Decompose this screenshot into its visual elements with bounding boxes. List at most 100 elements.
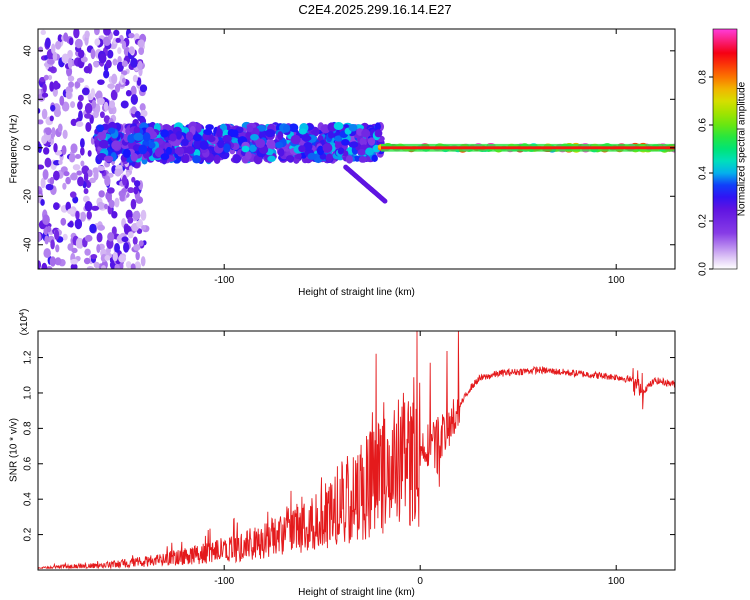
heatmap-cell bbox=[94, 92, 102, 99]
heatmap-cell bbox=[61, 53, 70, 64]
heatmap-cell bbox=[53, 202, 60, 210]
heatmap-cell bbox=[45, 127, 52, 136]
heatmap-cell bbox=[301, 135, 312, 142]
heatmap-cell bbox=[78, 110, 83, 122]
y-multiplier-close: ) bbox=[19, 309, 30, 312]
heatmap-cell bbox=[74, 81, 81, 89]
heatmap-cell bbox=[76, 170, 83, 176]
heatmap-cell bbox=[104, 175, 111, 187]
heatmap-cell bbox=[70, 263, 78, 269]
heatmap-cell bbox=[285, 155, 295, 162]
heatmap-cell bbox=[205, 124, 214, 131]
heatmap-cell bbox=[165, 146, 172, 155]
y-tick-label: 20 bbox=[23, 93, 34, 105]
heatmap-cell bbox=[50, 239, 55, 250]
heatmap-cell bbox=[141, 225, 147, 231]
heatmap-cell bbox=[59, 95, 65, 106]
heatmap-cell bbox=[107, 232, 115, 242]
heatmap-cell bbox=[94, 29, 100, 36]
heatmap-cell bbox=[71, 247, 78, 254]
heatmap-cell bbox=[41, 262, 48, 269]
heatmap-cell bbox=[86, 210, 92, 220]
heatmap-cell bbox=[358, 156, 368, 163]
heatmap-cell bbox=[245, 151, 252, 160]
heatmap-cell bbox=[128, 46, 135, 55]
heatmap-cell bbox=[109, 100, 116, 109]
heatmap-cell bbox=[361, 129, 371, 138]
heatmap-cell bbox=[53, 143, 58, 153]
heatmap-cell bbox=[43, 248, 51, 259]
heatmap-cell bbox=[81, 87, 90, 96]
heatmap-cell bbox=[46, 225, 52, 233]
heatmap-cell bbox=[68, 81, 75, 88]
y-tick-label: 1.2 bbox=[23, 350, 34, 364]
y-multiplier-label: (x104) bbox=[19, 309, 31, 336]
heatmap-cell bbox=[181, 138, 189, 147]
heatmap-cell bbox=[127, 231, 134, 239]
heatmap-cell bbox=[96, 244, 101, 253]
heatmap-cell bbox=[260, 129, 267, 140]
heatmap-cell bbox=[94, 38, 101, 46]
heatmap-cell bbox=[266, 140, 276, 150]
heatmap-cell bbox=[74, 218, 83, 230]
heatmap-cell bbox=[84, 248, 91, 256]
heatmap-cell bbox=[72, 196, 79, 204]
snr-series-line bbox=[38, 331, 675, 570]
heatmap-cell bbox=[333, 140, 343, 149]
heatmap-cell bbox=[83, 171, 89, 183]
heatmap-cell bbox=[132, 236, 138, 246]
heatmap-cell bbox=[140, 256, 146, 267]
heatmap-cell bbox=[65, 90, 72, 100]
heatmap-cell bbox=[108, 199, 115, 209]
heatmap-cell bbox=[55, 244, 60, 253]
heatmap-cell bbox=[38, 260, 42, 269]
heatmap-cell bbox=[365, 147, 374, 156]
y-tick-label: 0.6 bbox=[23, 456, 34, 470]
heatmap-cell bbox=[130, 85, 137, 97]
figure-title: C2E4.2025.299.16.14.E27 bbox=[298, 2, 452, 17]
heatmap-cell bbox=[75, 121, 84, 128]
heatmap-cell bbox=[105, 59, 112, 69]
y-axis-label: Frequency (Hz) bbox=[9, 115, 20, 184]
heatmap-cell bbox=[99, 111, 105, 119]
heatmap-cell bbox=[97, 131, 107, 141]
heatmap-cell bbox=[130, 198, 137, 210]
heatmap-cell bbox=[77, 101, 83, 110]
heatmap-cell bbox=[135, 251, 140, 261]
heatmap-cell bbox=[122, 148, 131, 158]
heatmap-cell bbox=[68, 37, 74, 46]
heatmap-cell bbox=[307, 152, 317, 160]
heatmap-cell bbox=[68, 153, 76, 163]
heatmap-cell bbox=[51, 127, 56, 138]
heatmap-cell bbox=[67, 57, 73, 69]
heatmap-cell bbox=[49, 81, 55, 92]
heatmap-cell bbox=[246, 125, 254, 133]
colorbar-tick-label: 0.6 bbox=[698, 118, 709, 132]
heatmap-cell bbox=[118, 254, 127, 263]
heatmap-cell bbox=[62, 233, 68, 241]
heatmap-cell bbox=[133, 244, 141, 251]
heatmap-cell bbox=[95, 103, 101, 114]
heatmap-cell bbox=[106, 187, 115, 194]
heatmap-cell bbox=[138, 240, 144, 247]
heatmap-cell bbox=[116, 234, 125, 244]
heatmap-cell bbox=[75, 237, 83, 249]
heatmap-cell bbox=[46, 58, 55, 65]
heatmap-cell bbox=[107, 83, 115, 89]
heatmap-cell bbox=[125, 261, 132, 269]
heatmap-cell bbox=[367, 137, 376, 146]
y-tick-label: -40 bbox=[23, 237, 34, 252]
heatmap-cell bbox=[127, 133, 136, 144]
heatmap-cell bbox=[70, 258, 78, 265]
heatmap-cell bbox=[84, 113, 92, 119]
heatmap-cell bbox=[103, 203, 109, 210]
heatmap-cell bbox=[89, 223, 97, 234]
heatmap-cell bbox=[67, 222, 74, 228]
heatmap-cell bbox=[96, 232, 103, 243]
x-tick-label: 0 bbox=[417, 576, 423, 587]
heatmap-cell bbox=[137, 60, 143, 71]
heatmap-cell bbox=[91, 205, 100, 211]
y-multiplier-exponent: 4 bbox=[19, 312, 26, 316]
heatmap-cell bbox=[288, 123, 299, 133]
colorbar-tick-label: 0.4 bbox=[698, 166, 709, 180]
